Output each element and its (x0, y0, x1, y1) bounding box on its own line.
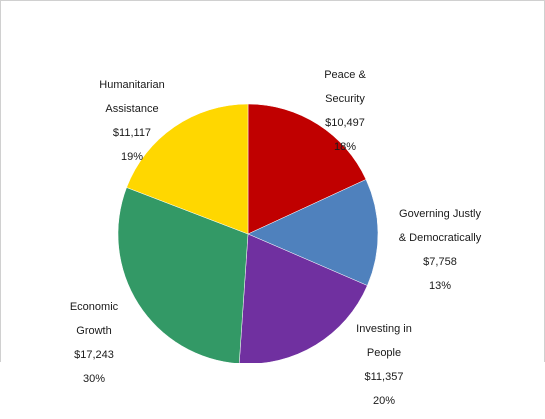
pie-chart (117, 103, 379, 363)
label-economic-growth: Economic Growth $17,243 30% (69, 301, 119, 385)
pie-slice-investing-people (238, 233, 368, 363)
label-governing-justly: Governing Justly & Democratically $7,758… (398, 208, 482, 292)
pie-slice-economic-growth (117, 187, 249, 363)
pie-slice-governing-justly (247, 179, 379, 286)
pie-slice-humanitarian-assistance (126, 103, 249, 235)
label-peace-security: Peace & Security $10,497 18% (324, 69, 366, 153)
chart-frame: Peace & Security $10,497 18% Governing J… (0, 0, 545, 407)
label-humanitarian-assistance: Humanitarian Assistance $11,117 19% (99, 79, 165, 163)
pie-slice-peace-security (247, 103, 367, 235)
label-investing-people: Investing in People $11,357 20% (356, 323, 412, 407)
